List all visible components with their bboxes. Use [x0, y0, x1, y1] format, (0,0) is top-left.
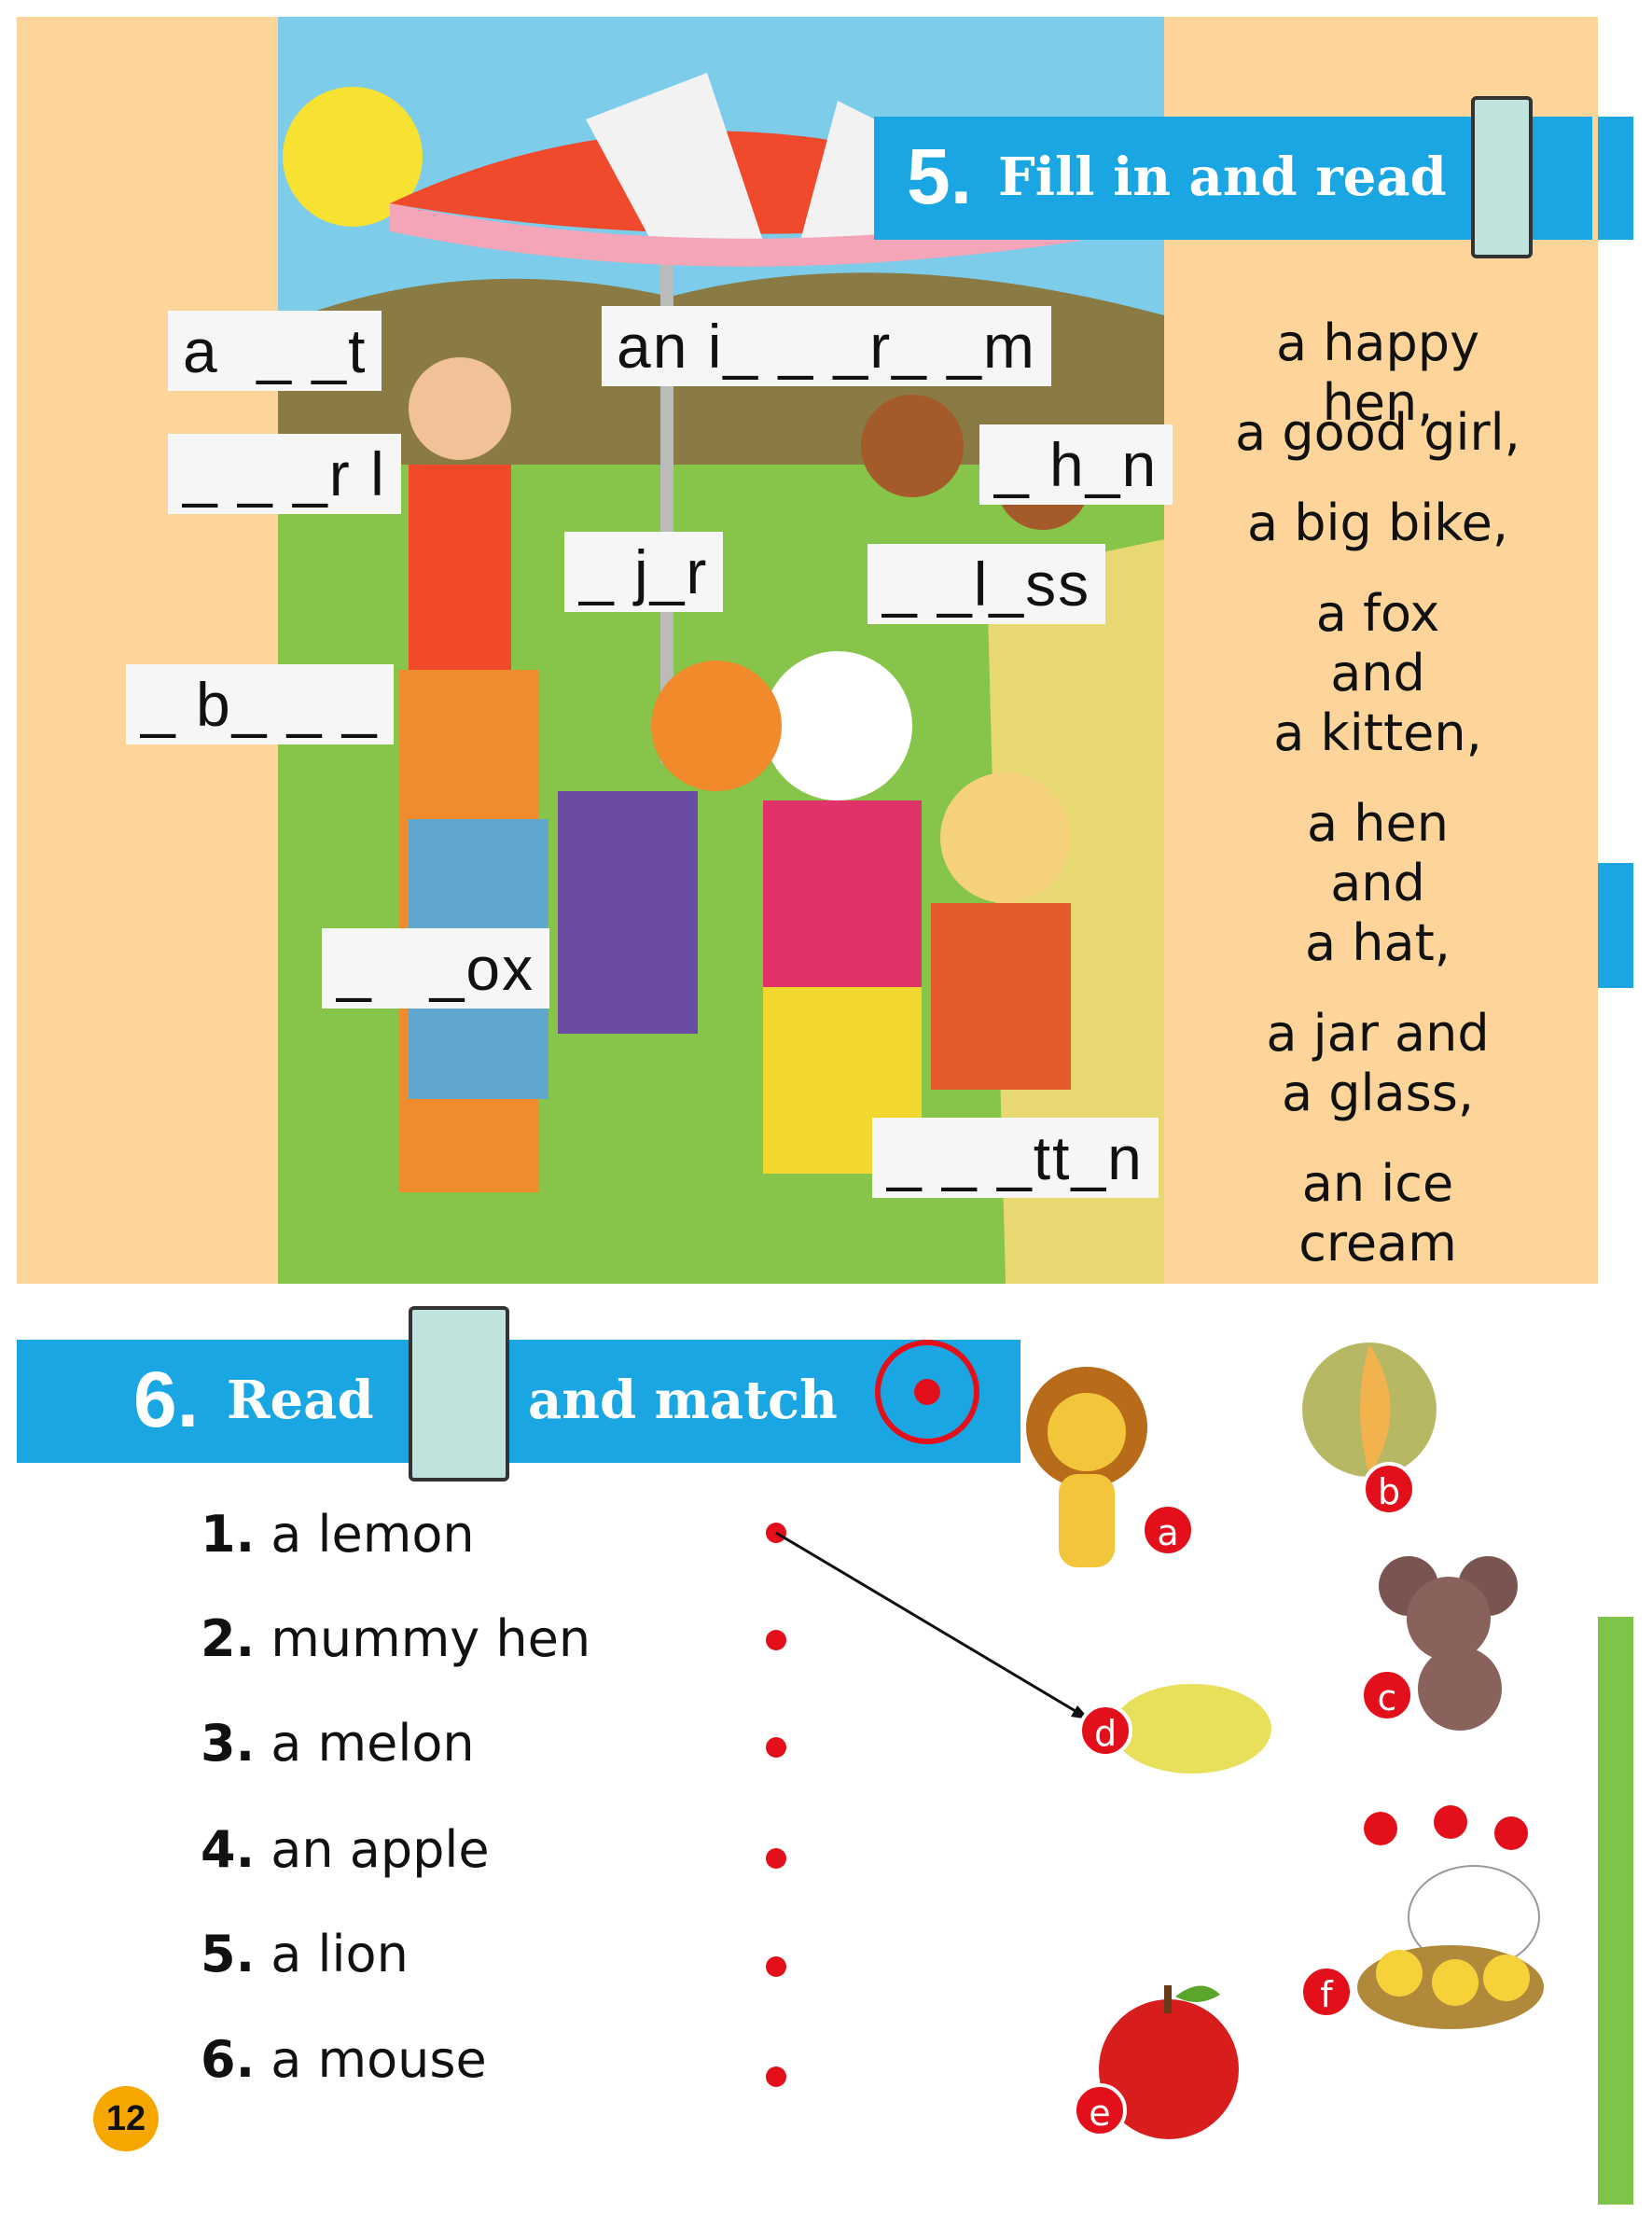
- lion-icon: [1021, 1362, 1152, 1586]
- blank-word-1[interactable]: a _ _t: [168, 311, 382, 391]
- target-icon: [875, 1340, 979, 1444]
- section6-title-read: Read: [227, 1370, 374, 1431]
- lemon-icon: [1110, 1677, 1273, 1780]
- phrase-3: a big bike,: [1247, 494, 1508, 552]
- ice-cream-scene-illustration: [278, 17, 1164, 1284]
- match-dot-3[interactable]: [766, 1737, 786, 1758]
- item-number: 1.: [201, 1505, 256, 1564]
- item-number: 4.: [201, 1820, 256, 1879]
- match-dot-2[interactable]: [766, 1630, 786, 1650]
- section5-banner: 5. Fill in and read: [874, 96, 1592, 258]
- hen-with-chicks-icon: [1343, 1805, 1558, 2043]
- item-text: a melon: [271, 1714, 475, 1773]
- match-dot-4[interactable]: [766, 1848, 786, 1869]
- item-text: mummy hen: [271, 1609, 591, 1668]
- item-number: 6.: [201, 2030, 256, 2089]
- picture-label-b: b: [1362, 1462, 1416, 1516]
- item-number: 3.: [201, 1714, 256, 1773]
- picture-label-e: e: [1073, 2083, 1127, 2137]
- section6-banner: 6. Read and match: [17, 1306, 1020, 1482]
- blank-word-5[interactable]: _ j_r: [564, 532, 724, 612]
- blank-word-7[interactable]: _ b_ _ _: [126, 664, 394, 744]
- item-number: 2.: [201, 1609, 256, 1668]
- item-text: a mouse: [271, 2030, 487, 2089]
- phrase-8: and: [1330, 854, 1425, 912]
- phrase-9: a hat,: [1305, 913, 1451, 972]
- phrase-5: and: [1330, 644, 1425, 703]
- section6-number: 6.: [133, 1356, 200, 1443]
- match-item-4: 4. an apple: [201, 1820, 490, 1879]
- item-text: a lion: [271, 1925, 409, 1983]
- section5-title: Fill in and read: [998, 146, 1447, 208]
- blank-word-6[interactable]: _ _l_ss: [868, 544, 1106, 624]
- match-item-2: 2. mummy hen: [201, 1609, 590, 1668]
- book-mascot-icon: [409, 1306, 509, 1482]
- item-number: 5.: [201, 1925, 256, 1983]
- match-item-5: 5. a lion: [201, 1925, 409, 1983]
- phrase-12: an ice cream: [1298, 1154, 1457, 1273]
- blank-word-8[interactable]: _ _ox: [322, 928, 550, 1009]
- item-text: a lemon: [271, 1505, 475, 1564]
- item-text: an apple: [271, 1820, 490, 1879]
- blank-word-9[interactable]: _ _ _tt_n: [872, 1118, 1159, 1198]
- match-item-6: 6. a mouse: [201, 2030, 487, 2089]
- picture-label-c: c: [1360, 1668, 1414, 1722]
- book-mascot-icon: [1471, 96, 1533, 258]
- match-item-1: 1. a lemon: [201, 1505, 475, 1564]
- edge-scene-strip: [1598, 1617, 1633, 2205]
- phrase-1: a happy hen,: [1275, 313, 1480, 432]
- section6-title-match: and match: [528, 1370, 838, 1431]
- apple-icon: [1090, 1976, 1248, 2144]
- phrase-4: a fox: [1315, 584, 1440, 643]
- blank-word-2[interactable]: an i_ _ _r_ _m: [602, 306, 1051, 386]
- phrase-7: a hen: [1307, 794, 1449, 853]
- blank-word-3[interactable]: _ _ _r l: [168, 434, 401, 514]
- edge-tab: [1598, 117, 1633, 240]
- match-item-3: 3. a melon: [201, 1714, 475, 1773]
- picture-label-f: f: [1299, 1965, 1354, 2019]
- phrase-11: a glass,: [1281, 1064, 1475, 1122]
- match-dot-6[interactable]: [766, 2066, 786, 2087]
- match-dot-5[interactable]: [766, 1956, 786, 1977]
- blank-word-4[interactable]: _ h_n: [979, 424, 1173, 505]
- phrase-2: a good girl,: [1235, 403, 1520, 462]
- edge-tab: [1598, 863, 1633, 988]
- phrase-10: a jar and: [1266, 1004, 1490, 1063]
- picture-label-d: d: [1078, 1704, 1132, 1758]
- page-number: 12: [93, 2086, 159, 2151]
- picture-label-a: a: [1141, 1503, 1195, 1557]
- phrase-6: a kitten,: [1273, 703, 1482, 762]
- mouse-icon: [1376, 1549, 1525, 1735]
- melon-icon: [1299, 1340, 1439, 1480]
- section5-number: 5.: [907, 132, 973, 220]
